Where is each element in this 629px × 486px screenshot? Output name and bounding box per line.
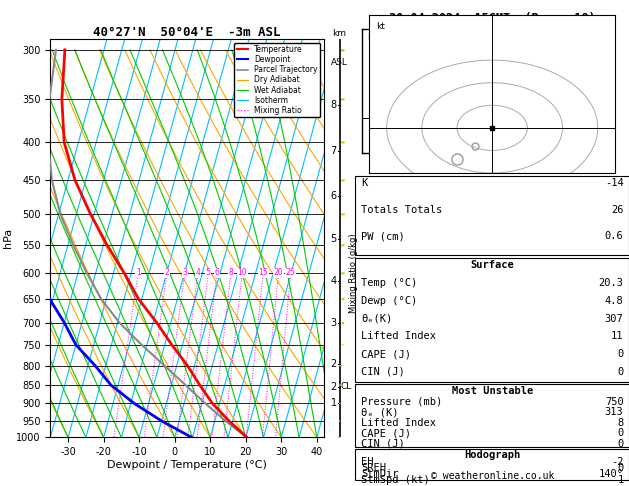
Text: km: km <box>332 29 346 38</box>
Text: 307: 307 <box>604 313 623 324</box>
Text: 6: 6 <box>214 268 220 278</box>
Text: 8: 8 <box>617 418 623 428</box>
Text: 0: 0 <box>617 439 623 449</box>
Text: 30.04.2024  15GMT  (Base: 18): 30.04.2024 15GMT (Base: 18) <box>389 12 596 25</box>
Text: CL: CL <box>341 382 352 391</box>
Text: Totals Totals: Totals Totals <box>361 205 442 215</box>
Text: 6: 6 <box>331 191 337 201</box>
Text: Surface: Surface <box>470 260 514 270</box>
Text: EH: EH <box>361 457 374 467</box>
Text: 11: 11 <box>611 331 623 341</box>
Text: 4: 4 <box>331 277 337 286</box>
Text: 25: 25 <box>286 268 296 278</box>
Title: 40°27'N  50°04'E  -3m ASL: 40°27'N 50°04'E -3m ASL <box>93 26 281 39</box>
Text: 26: 26 <box>611 205 623 215</box>
Text: -2: -2 <box>611 457 623 467</box>
Text: Dewp (°C): Dewp (°C) <box>361 296 417 306</box>
Text: CAPE (J): CAPE (J) <box>361 349 411 359</box>
Text: Mixing Ratio (g/kg): Mixing Ratio (g/kg) <box>349 233 359 313</box>
Text: PW (cm): PW (cm) <box>361 231 404 241</box>
Text: SREH: SREH <box>361 463 386 473</box>
Text: Hodograph: Hodograph <box>464 451 520 460</box>
Text: 8: 8 <box>228 268 233 278</box>
Text: 2: 2 <box>331 359 337 368</box>
Text: 10: 10 <box>237 268 247 278</box>
Text: kt: kt <box>376 21 385 31</box>
Y-axis label: hPa: hPa <box>3 228 13 248</box>
Text: 2: 2 <box>331 382 337 392</box>
Text: CIN (J): CIN (J) <box>361 439 404 449</box>
Text: StmSpd (kt): StmSpd (kt) <box>361 475 430 485</box>
Text: θₑ(K): θₑ(K) <box>361 313 392 324</box>
Text: 2: 2 <box>165 268 169 278</box>
Text: CIN (J): CIN (J) <box>361 367 404 377</box>
Text: 0: 0 <box>617 429 623 438</box>
Text: Lifted Index: Lifted Index <box>361 331 436 341</box>
Bar <box>355 384 629 447</box>
Text: StmDir: StmDir <box>361 469 398 479</box>
Text: 750: 750 <box>604 397 623 407</box>
Text: K: K <box>361 178 367 189</box>
Text: 0.6: 0.6 <box>604 231 623 241</box>
Text: Pressure (mb): Pressure (mb) <box>361 397 442 407</box>
Text: 1: 1 <box>331 398 337 408</box>
Text: 4.8: 4.8 <box>604 296 623 306</box>
Text: 3: 3 <box>331 317 337 328</box>
Text: © weatheronline.co.uk: © weatheronline.co.uk <box>430 471 554 481</box>
Text: 20.3: 20.3 <box>599 278 623 288</box>
Legend: Temperature, Dewpoint, Parcel Trajectory, Dry Adiabat, Wet Adiabat, Isotherm, Mi: Temperature, Dewpoint, Parcel Trajectory… <box>235 43 320 117</box>
Text: 313: 313 <box>604 407 623 417</box>
Text: 4: 4 <box>196 268 200 278</box>
Text: kt: kt <box>367 33 376 42</box>
Text: 7: 7 <box>331 146 337 156</box>
Text: Most Unstable: Most Unstable <box>452 386 533 397</box>
Text: 5: 5 <box>206 268 211 278</box>
Bar <box>355 258 629 382</box>
Text: 0: 0 <box>617 349 623 359</box>
Text: 8: 8 <box>331 100 337 110</box>
Text: 1: 1 <box>136 268 140 278</box>
Text: 0: 0 <box>617 463 623 473</box>
Text: -14: -14 <box>604 178 623 189</box>
Text: Lifted Index: Lifted Index <box>361 418 436 428</box>
Text: ASL: ASL <box>330 58 347 67</box>
Text: 20: 20 <box>274 268 283 278</box>
Text: 0: 0 <box>617 367 623 377</box>
Text: 15: 15 <box>259 268 268 278</box>
Text: Temp (°C): Temp (°C) <box>361 278 417 288</box>
Text: CAPE (J): CAPE (J) <box>361 429 411 438</box>
X-axis label: Dewpoint / Temperature (°C): Dewpoint / Temperature (°C) <box>107 460 267 470</box>
Text: 3: 3 <box>182 268 187 278</box>
Bar <box>355 449 629 480</box>
Text: 140°: 140° <box>599 469 623 479</box>
Text: 5: 5 <box>331 234 337 244</box>
Bar <box>355 176 629 255</box>
Text: 1: 1 <box>617 475 623 485</box>
Text: θₑ (K): θₑ (K) <box>361 407 398 417</box>
